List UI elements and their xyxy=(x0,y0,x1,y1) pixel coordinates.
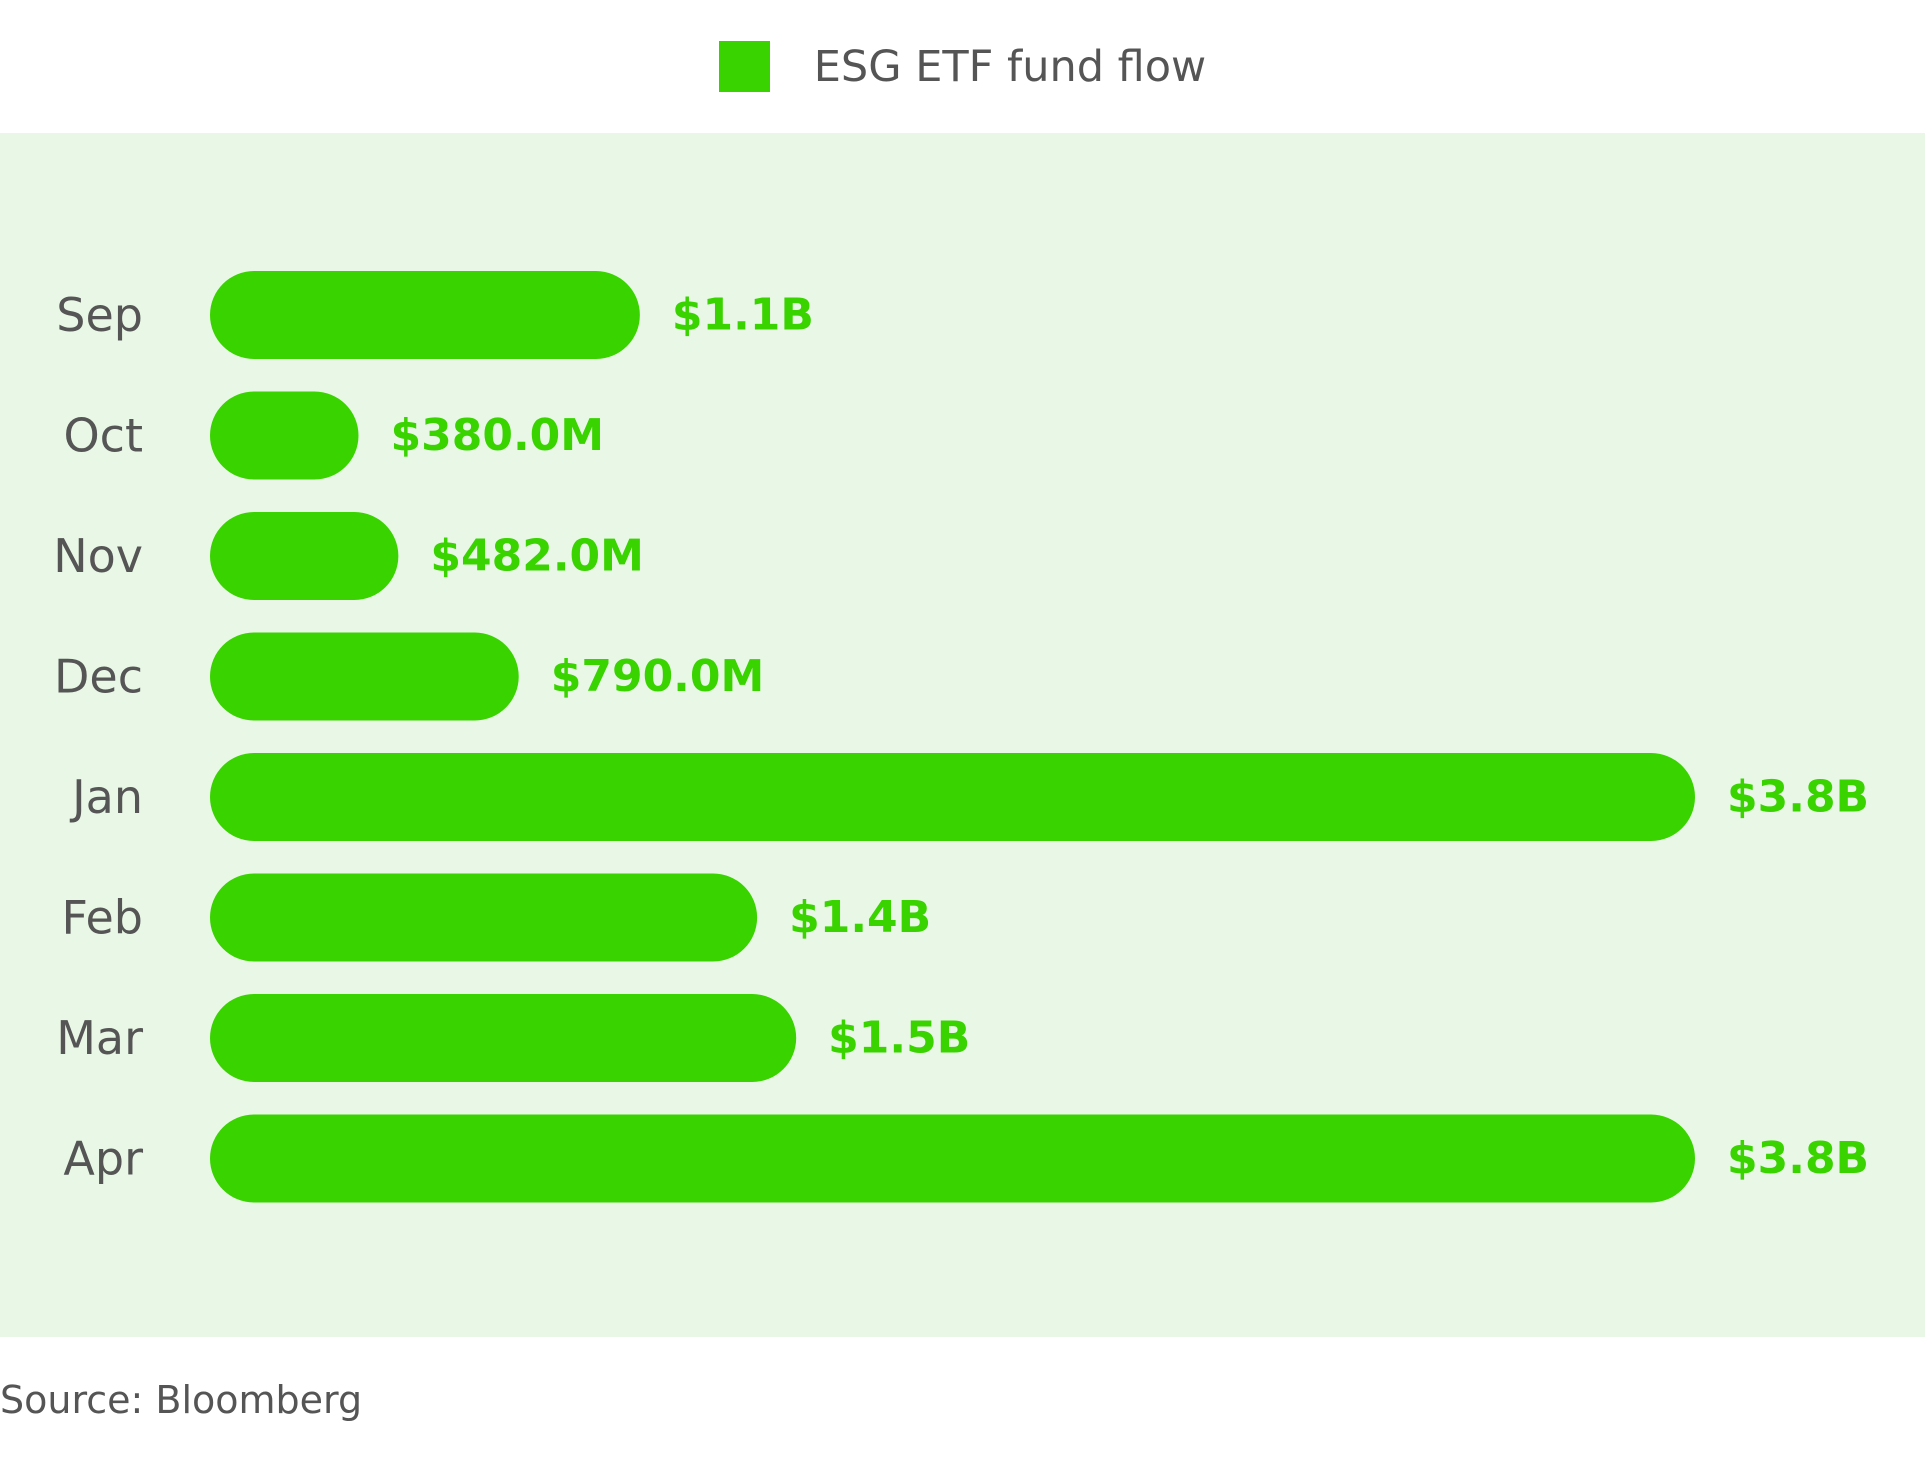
category-label-mar: Mar xyxy=(56,1011,143,1065)
plot-area: Sep $1.1B Oct $380.0M Nov $482.0M Dec $790.0M Ja… xyxy=(0,133,1925,1337)
value-label-apr: $3.8B xyxy=(1727,1133,1869,1184)
bar-sep xyxy=(210,271,640,359)
value-label-oct: $380.0M xyxy=(391,410,605,461)
value-label-dec: $790.0M xyxy=(551,651,765,702)
value-label-sep: $1.1B xyxy=(672,290,814,341)
source-note: Source: Bloomberg xyxy=(0,1378,363,1422)
value-label-feb: $1.4B xyxy=(789,892,931,943)
legend: ESG ETF fund flow xyxy=(0,0,1925,133)
value-label-mar: $1.5B xyxy=(828,1013,970,1064)
bar-chart: Sep $1.1B Oct $380.0M Nov $482.0M Dec $790.0M Ja… xyxy=(53,271,1869,1203)
bar-oct xyxy=(210,391,359,480)
category-label-apr: Apr xyxy=(63,1132,143,1186)
category-label-nov: Nov xyxy=(53,529,143,583)
category-label-jan: Jan xyxy=(69,770,143,824)
value-label-jan: $3.8B xyxy=(1727,772,1869,823)
legend-label: ESG ETF fund flow xyxy=(813,41,1207,92)
category-label-sep: Sep xyxy=(56,288,143,342)
category-label-feb: Feb xyxy=(62,891,143,945)
bar-apr xyxy=(210,1114,1695,1203)
category-label-dec: Dec xyxy=(54,650,143,704)
legend-swatch xyxy=(718,41,770,92)
bar-dec xyxy=(210,632,519,721)
bar-feb xyxy=(210,873,758,962)
bar-jan xyxy=(210,753,1695,841)
value-label-nov: $482.0M xyxy=(430,531,644,582)
bar-mar xyxy=(210,994,797,1082)
bar-nov xyxy=(210,512,399,600)
category-label-oct: Oct xyxy=(63,409,143,463)
